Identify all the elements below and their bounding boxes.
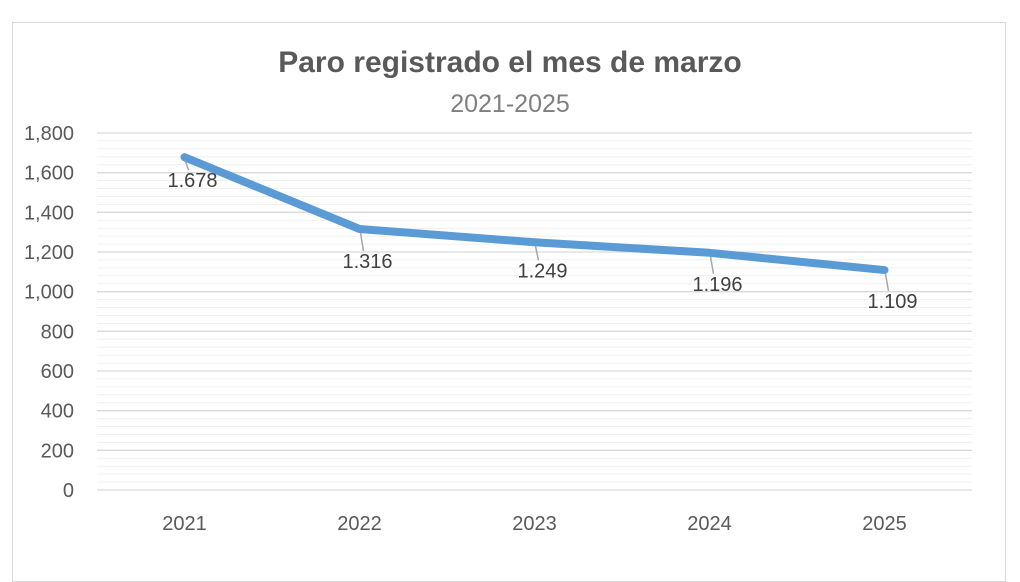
y-tick-label: 400	[41, 401, 74, 423]
series-line	[180, 153, 889, 275]
data-label-leader	[359, 232, 365, 252]
series-line-group	[180, 153, 889, 275]
x-tick-label: 2024	[687, 513, 732, 535]
y-tick-label: 1,600	[24, 163, 74, 185]
x-tick-label: 2025	[862, 513, 907, 535]
gridlines	[97, 132, 972, 491]
data-label: 1.316	[342, 251, 392, 273]
y-tick-label: 600	[41, 361, 74, 383]
y-tick-label: 200	[41, 440, 74, 462]
x-tick-label: 2023	[512, 513, 557, 535]
data-label-leader	[709, 256, 715, 274]
y-axis-ticks: 0 200 400 600 800 1,000 1,200 1,400 1,600 1,800	[24, 123, 74, 502]
y-tick-label: 1,400	[24, 202, 74, 224]
data-labels: 1.678 1.316 1.249 1.196 1.109	[167, 170, 917, 313]
y-tick-label: 0	[63, 480, 74, 502]
data-label: 1.109	[867, 291, 917, 313]
data-label: 1.249	[517, 260, 567, 282]
data-label-leaders	[184, 160, 890, 292]
data-label-leader	[534, 246, 540, 261]
data-label: 1.678	[167, 170, 217, 192]
y-tick-label: 1,800	[24, 123, 74, 145]
data-label-leader	[184, 160, 190, 171]
data-label-leader	[884, 273, 890, 292]
chart-subtitle: 2021-2025	[450, 90, 570, 118]
x-tick-label: 2022	[337, 513, 382, 535]
y-tick-label: 1,000	[24, 282, 74, 304]
chart-title: Paro registrado el mes de marzo	[278, 46, 742, 79]
y-tick-label: 800	[41, 321, 74, 343]
x-axis-ticks: 2021 2022 2023 2024 2025	[162, 513, 907, 535]
data-label: 1.196	[692, 274, 742, 296]
chart-frame	[12, 22, 1006, 582]
y-tick-label: 1,200	[24, 242, 74, 264]
x-tick-label: 2021	[162, 513, 207, 535]
